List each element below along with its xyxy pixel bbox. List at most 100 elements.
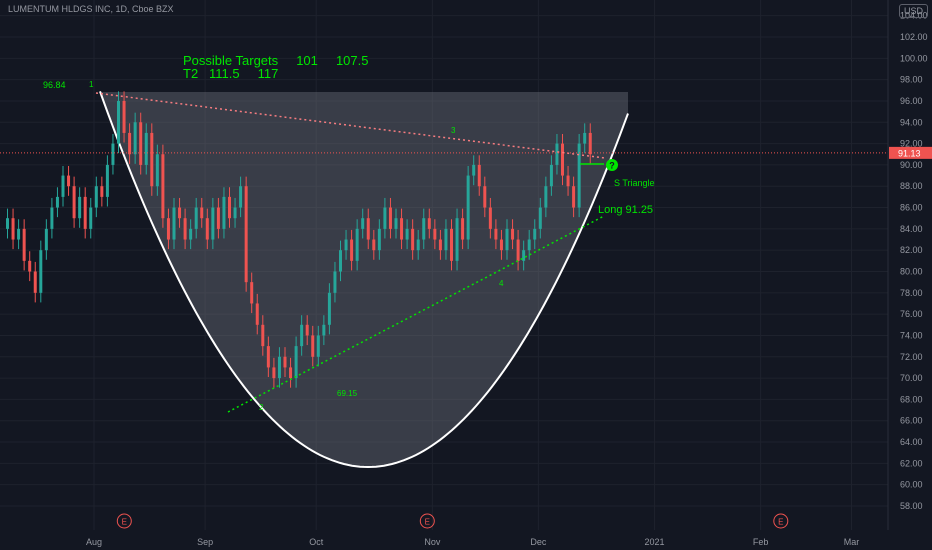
x-tick-label: Oct — [309, 537, 324, 547]
cup-shape — [99, 91, 629, 469]
candle-body — [405, 228, 409, 240]
last-price-label: 91.13 — [898, 148, 921, 158]
candle-body — [55, 196, 59, 208]
candle-body — [577, 143, 581, 208]
candle-body — [461, 218, 465, 240]
y-tick-label: 58.00 — [900, 501, 923, 511]
candle-body — [511, 228, 515, 240]
low-price-label: 69.15 — [337, 389, 358, 398]
candle-body — [377, 228, 381, 251]
candle-body — [316, 335, 320, 357]
candle-body — [44, 228, 48, 251]
candle-body — [272, 367, 276, 379]
candle-body — [72, 186, 76, 219]
candle-body — [344, 239, 348, 251]
candle-body — [455, 218, 459, 261]
y-tick-label: 86.00 — [900, 203, 923, 213]
y-axis[interactable]: 58.00 60.00 62.00 64.00 66.00 68.00 70.00 72.00… — [0, 0, 932, 530]
candle-body — [477, 164, 481, 187]
candle-body — [94, 186, 98, 208]
support-trendline[interactable] — [227, 215, 605, 413]
candle-body — [122, 100, 126, 133]
candle-body — [433, 228, 437, 240]
y-tick-label: 104.00 — [900, 11, 928, 21]
y-tick-label: 98.00 — [900, 75, 923, 85]
candle-body — [544, 186, 548, 208]
currency-button[interactable]: USD — [898, 4, 928, 18]
candle-body — [494, 228, 498, 240]
resistance-trendline[interactable] — [95, 92, 606, 159]
candle-body — [549, 164, 553, 187]
y-tick-label: 70.00 — [900, 373, 923, 383]
candle-body — [583, 132, 587, 144]
x-tick-label: Sep — [197, 537, 213, 547]
candle-body — [483, 186, 487, 208]
candle-body — [466, 175, 470, 240]
candle-body — [239, 186, 243, 208]
candle-body — [166, 218, 170, 240]
candle-body — [444, 228, 448, 251]
x-tick-label: Feb — [753, 537, 769, 547]
candle-body — [488, 207, 492, 229]
question-badge-label: ? — [609, 161, 615, 171]
candle-body — [333, 271, 337, 293]
earnings-marker-icon[interactable] — [419, 513, 435, 529]
candle-body — [6, 218, 9, 229]
candle-body — [89, 207, 93, 229]
candle-body — [205, 218, 209, 240]
y-tick-label: 102.00 — [900, 32, 928, 42]
candle-body — [228, 196, 231, 219]
earnings-marker-label: E — [122, 518, 127, 527]
candle-body — [289, 367, 293, 379]
earnings-marker-icon[interactable] — [116, 513, 132, 529]
earnings-marker-icon[interactable] — [773, 513, 789, 529]
question-badge-icon[interactable] — [606, 159, 618, 171]
x-tick-label: Dec — [530, 537, 547, 547]
high-price-label: 96.84 — [43, 80, 66, 90]
y-tick-label: 92.00 — [900, 139, 923, 149]
long-entry-label: Long 91.25 — [598, 204, 653, 216]
y-tick-label: 74.00 — [900, 330, 923, 340]
candle-body — [150, 132, 154, 187]
earnings-marker-label: E — [778, 518, 783, 527]
cup-outline — [99, 91, 629, 469]
targets-line-2: T2 111.5 117 — [183, 66, 278, 81]
y-tick-label: 60.00 — [900, 480, 923, 490]
pivot-1-label: 1 — [89, 80, 94, 89]
candle-body — [388, 207, 392, 229]
earnings-marker-label: E — [425, 518, 430, 527]
y-tick-label: 68.00 — [900, 394, 923, 404]
candle-body — [305, 324, 309, 336]
y-tick-label: 80.00 — [900, 267, 923, 277]
candle-body — [527, 239, 531, 251]
candle-body — [266, 346, 270, 368]
candle-body — [422, 218, 426, 240]
y-tick-label: 88.00 — [900, 181, 923, 191]
candle-body — [499, 239, 503, 251]
candle-body — [516, 239, 520, 261]
candles — [6, 91, 592, 388]
candle-body — [438, 239, 442, 251]
candle-body — [400, 218, 404, 240]
candle-body — [161, 154, 165, 219]
candle-body — [244, 186, 248, 283]
candle-body — [394, 218, 398, 229]
candle-body — [366, 218, 370, 240]
symbol-header[interactable]: LUMENTUM HLDGS INC, 1D, Cboe BZX — [8, 4, 174, 14]
candle-body — [472, 164, 476, 176]
triangle-label: S Triangle — [614, 178, 655, 188]
x-tick-label: Aug — [86, 537, 102, 547]
candle-body — [111, 143, 115, 165]
candle-body — [22, 228, 26, 261]
y-tick-label: 66.00 — [900, 416, 923, 426]
candle-body — [339, 250, 342, 272]
candle-body — [355, 228, 359, 261]
candle-body — [50, 207, 54, 229]
candle-body — [277, 356, 281, 379]
candle-body — [411, 228, 415, 251]
candle-body — [61, 175, 65, 197]
y-tick-label: 82.00 — [900, 245, 923, 255]
candle-body — [117, 100, 120, 144]
x-axis[interactable]: Aug Sep Oct Nov Dec 2021 Feb Mar E E E — [86, 513, 859, 547]
